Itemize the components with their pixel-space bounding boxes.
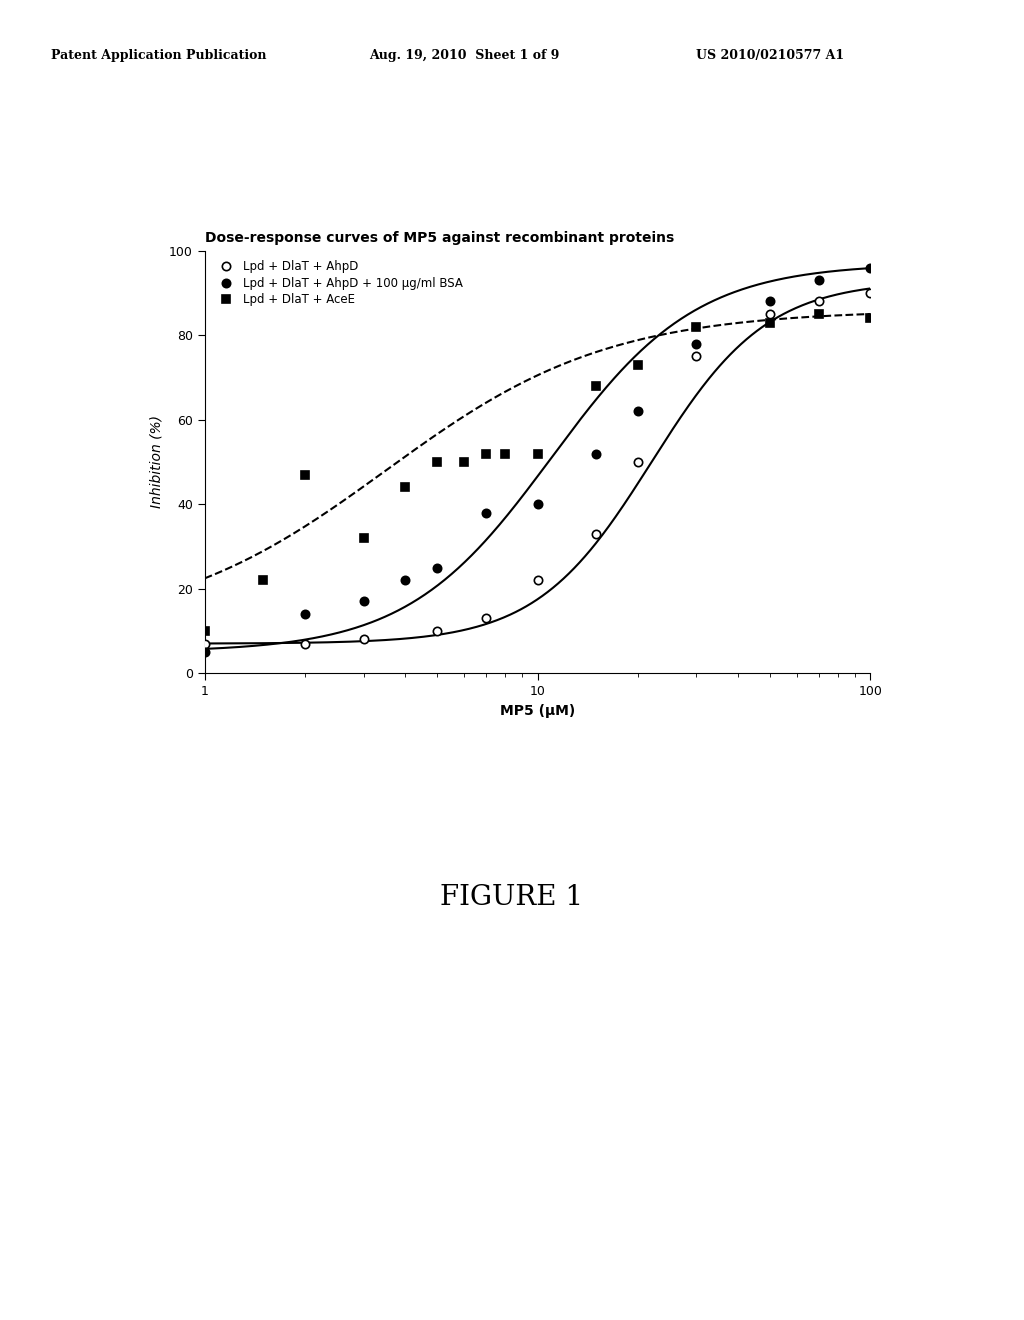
Text: Patent Application Publication: Patent Application Publication bbox=[51, 49, 266, 62]
X-axis label: MP5 (μM): MP5 (μM) bbox=[500, 704, 575, 718]
Y-axis label: Inhibition (%): Inhibition (%) bbox=[150, 416, 164, 508]
Text: Aug. 19, 2010  Sheet 1 of 9: Aug. 19, 2010 Sheet 1 of 9 bbox=[369, 49, 559, 62]
Text: FIGURE 1: FIGURE 1 bbox=[440, 884, 584, 911]
Text: Dose-response curves of MP5 against recombinant proteins: Dose-response curves of MP5 against reco… bbox=[205, 231, 674, 246]
Legend: Lpd + DlaT + AhpD, Lpd + DlaT + AhpD + 100 μg/ml BSA, Lpd + DlaT + AceE: Lpd + DlaT + AhpD, Lpd + DlaT + AhpD + 1… bbox=[211, 256, 466, 310]
Text: US 2010/0210577 A1: US 2010/0210577 A1 bbox=[696, 49, 845, 62]
